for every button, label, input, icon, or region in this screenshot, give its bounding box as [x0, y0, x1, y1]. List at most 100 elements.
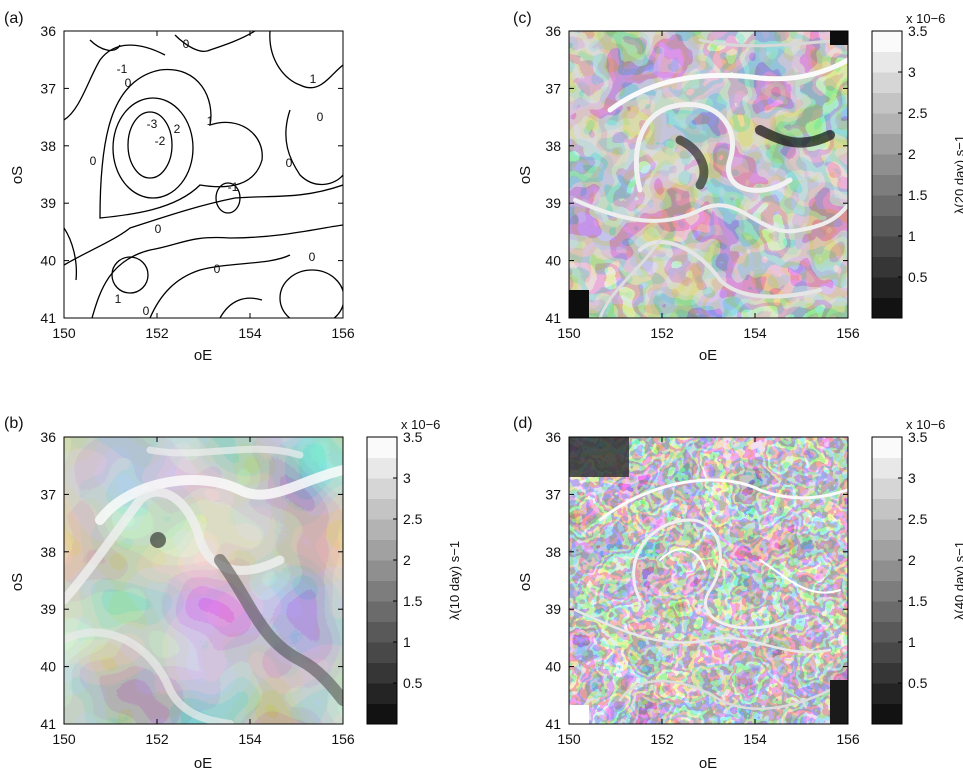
y-tick-label: 39 — [40, 601, 56, 617]
colorbar-segment — [872, 31, 902, 52]
y-tick-label: 38 — [545, 138, 561, 154]
y-tick-label: 37 — [40, 486, 56, 502]
contour-label: 0 — [317, 110, 324, 124]
colorbar-frame — [871, 30, 903, 319]
y-tick-label: 40 — [40, 659, 56, 675]
colorbar-tick-label: 2 — [403, 552, 411, 568]
colorbar-segment — [872, 92, 902, 114]
colorbar-tick-label: 1 — [403, 634, 411, 650]
contour-label: 0 — [183, 37, 190, 51]
colorbar-segment — [367, 519, 397, 540]
x-tick-label: 154 — [238, 325, 262, 341]
contour-line — [285, 109, 343, 186]
colorbar-d: 0.5 1 1.5 2 2.5 3 3.5x 10−6 λ(40 day) s−1 — [871, 417, 963, 725]
contour-line — [111, 256, 149, 294]
contour-line — [64, 44, 166, 121]
x-tick-label: 154 — [743, 731, 767, 747]
contour-label: -2 — [155, 134, 166, 148]
x-tick-label: 156 — [836, 731, 860, 747]
y-tick-label: 39 — [545, 195, 561, 211]
colorbar-scale-label: x 10−6 — [906, 417, 945, 432]
contour-line — [127, 111, 173, 179]
colorbar-segment — [367, 662, 397, 684]
contour-label: 1 — [115, 292, 122, 306]
x-tick-label: 152 — [650, 325, 674, 341]
x-tick-label: 152 — [650, 731, 674, 747]
streak — [569, 437, 629, 477]
x-tick-label: 156 — [331, 731, 355, 747]
streak — [569, 290, 589, 318]
panel-b: (b) 150 152 154 156 36 37 38 39 40 41 oE oS 0.5 1 1… — [4, 415, 462, 772]
axes-d: 150 152 154 156 36 37 38 39 40 41 — [545, 429, 859, 747]
y-tick-label: 37 — [40, 80, 56, 96]
colorbar-segment — [367, 683, 397, 704]
colorbar-segment — [367, 539, 397, 561]
colorbar-tick-label: 2 — [908, 146, 916, 162]
contour-label: -1 — [228, 180, 239, 194]
colorbar-segment — [872, 621, 902, 643]
x-tick-label: 156 — [331, 325, 355, 341]
colorbar-segment — [367, 478, 397, 499]
colorbar-frame — [366, 436, 398, 725]
y-tick-label: 36 — [545, 23, 561, 39]
panel-c: (c) 150 152 154 156 36 37 38 39 40 41 oE oS 0.5 1 1… — [513, 10, 963, 364]
axes-a: 150 152 154 156 36 37 38 39 40 41 — [40, 23, 354, 341]
contour-line — [64, 227, 78, 281]
panel-label-d: (d) — [513, 415, 533, 432]
y-tick-label: 40 — [545, 659, 561, 675]
x-axis-label-a: oE — [194, 347, 212, 364]
colorbar-segment — [872, 174, 902, 196]
colorbar-segment — [872, 642, 902, 663]
plot-area-a — [63, 30, 344, 319]
colorbar-segment — [367, 498, 397, 520]
colorbar-segment — [872, 437, 902, 458]
contour-line — [279, 269, 343, 318]
panel-label-c: (c) — [513, 10, 532, 27]
colorbar-tick-label: 3.5 — [908, 23, 928, 39]
colorbar-segment — [872, 519, 902, 540]
colorbar-segment — [872, 498, 902, 520]
streak — [214, 554, 343, 706]
plot-area-c — [568, 30, 849, 319]
y-tick-label: 40 — [545, 253, 561, 269]
panel-label-a: (a) — [4, 10, 24, 27]
x-tick-label: 154 — [238, 731, 262, 747]
streak — [659, 548, 706, 571]
colorbar-frame — [871, 436, 903, 725]
streak — [632, 518, 792, 630]
colorbar-segment — [367, 560, 397, 581]
y-axis-label-c: oS — [517, 166, 534, 184]
colorbar-label: λ(10 day) s−1 — [447, 541, 462, 620]
colorbar-tick-label: 2.5 — [403, 511, 423, 527]
contour-line — [174, 31, 256, 52]
x-tick-label: 156 — [836, 325, 860, 341]
colorbar-segment — [872, 560, 902, 581]
colorbar-scale-label: x 10−6 — [401, 417, 440, 432]
colorbar-tick-label: 0.5 — [908, 675, 928, 691]
streak — [573, 198, 848, 234]
y-tick-label: 41 — [40, 310, 56, 326]
colorbar-tick-label: 2.5 — [908, 511, 928, 527]
colorbar-b: 0.5 1 1.5 2 2.5 3 3.5x 10−6 λ(10 day) s−1 — [366, 417, 462, 725]
streak — [607, 57, 848, 113]
axes-c: 150 152 154 156 36 37 38 39 40 41 — [545, 23, 859, 341]
contour-label: 1 — [207, 114, 214, 128]
y-tick-label: 40 — [40, 253, 56, 269]
contour-label: -3 — [147, 117, 158, 131]
colorbar-scale-label: x 10−6 — [906, 11, 945, 26]
streaks-c — [569, 31, 848, 318]
y-tick-label: 37 — [545, 486, 561, 502]
contour-label-group: -3 -2 -1 0 0 0 0 0 0 0 0 0 1 1 1 -1 2 — [90, 37, 324, 318]
colorbar-segment — [872, 256, 902, 278]
colorbar-tick-label: 3 — [908, 470, 916, 486]
y-tick-label: 38 — [545, 544, 561, 560]
colorbar-tick-label: 1.5 — [908, 593, 928, 609]
colorbar-tick-label: 0.5 — [908, 269, 928, 285]
colorbar-tick-label: 3 — [403, 470, 411, 486]
contour-line — [269, 31, 343, 89]
x-tick-label: 150 — [52, 325, 76, 341]
plot-area-b — [63, 436, 344, 725]
colorbar-tick-label: 1 — [908, 228, 916, 244]
y-tick-label: 39 — [40, 195, 56, 211]
